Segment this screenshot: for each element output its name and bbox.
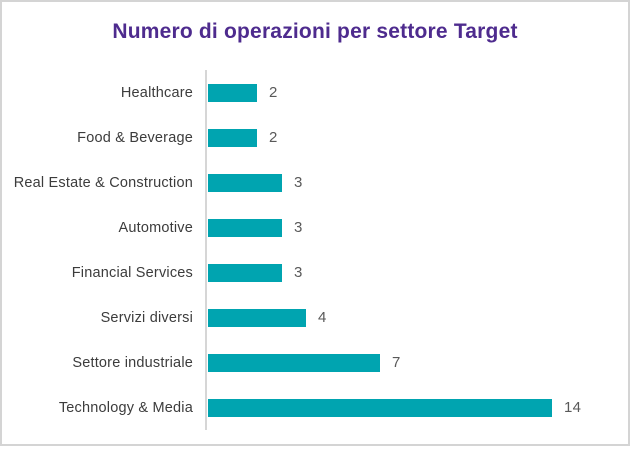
bar-value-label: 3 — [294, 264, 303, 281]
bar — [208, 218, 282, 237]
bar-track: 4 — [205, 295, 628, 340]
bar — [208, 263, 282, 282]
bar-track: 3 — [205, 160, 628, 205]
bar-track: 14 — [205, 385, 628, 430]
category-label: Automotive — [118, 219, 193, 236]
category-label: Settore industriale — [72, 354, 193, 371]
category-label: Healthcare — [120, 84, 193, 101]
chart-title: Numero di operazioni per settore Target — [112, 20, 518, 43]
bar — [208, 398, 552, 417]
bar-value-label: 4 — [318, 309, 327, 326]
category-label: Servizi diversi — [100, 309, 193, 326]
bar-row: Settore industriale 7 — [2, 340, 628, 385]
bar-track: 2 — [205, 70, 628, 115]
bar — [208, 308, 306, 327]
category-label: Technology & Media — [58, 399, 193, 416]
bar-value-label: 3 — [294, 219, 303, 236]
bar-row: Technology & Media 14 — [2, 385, 628, 430]
bar-value-label: 3 — [294, 174, 303, 191]
category-label: Financial Services — [71, 264, 193, 281]
bar-row: Financial Services 3 — [2, 250, 628, 295]
chart-area: Healthcare 2 Food & Beverage 2 Real Estate &… — [2, 70, 628, 430]
bar-value-label: 2 — [269, 129, 278, 146]
bar-track: 7 — [205, 340, 628, 385]
bar-row: Automotive 3 — [2, 205, 628, 250]
bar — [208, 173, 282, 192]
bar — [208, 83, 257, 102]
category-label: Food & Beverage — [77, 129, 193, 146]
bar-row: Servizi diversi 4 — [2, 295, 628, 340]
bar-track: 3 — [205, 205, 628, 250]
bar-row: Real Estate & Construction 3 — [2, 160, 628, 205]
bar-value-label: 14 — [564, 399, 582, 416]
bar-row: Healthcare 2 — [2, 70, 628, 115]
bar-value-label: 7 — [392, 354, 401, 371]
bar-track: 3 — [205, 250, 628, 295]
bar — [208, 128, 257, 147]
bar — [208, 353, 380, 372]
bar-value-label: 2 — [269, 84, 278, 101]
category-label: Real Estate & Construction — [13, 174, 193, 191]
bar-row: Food & Beverage 2 — [2, 115, 628, 160]
bar-track: 2 — [205, 115, 628, 160]
